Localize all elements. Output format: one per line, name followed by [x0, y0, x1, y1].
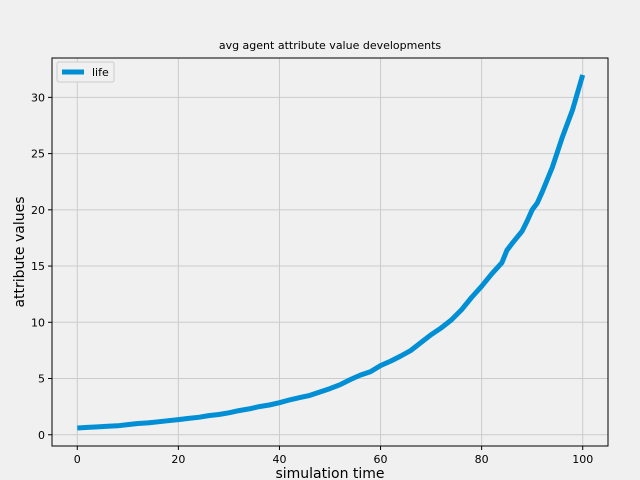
x-axis-title: simulation time: [275, 466, 384, 480]
y-tick-label: 0: [38, 429, 45, 442]
series-line-life: [77, 74, 586, 431]
y-axis-title: attribute values: [12, 196, 28, 307]
y-tick-label: 15: [31, 260, 45, 273]
plot-area-background: [52, 58, 608, 446]
y-axis: 0 5 10 15 20 25 30: [31, 91, 52, 442]
x-tick-label: 0: [74, 453, 81, 466]
x-axis: 0 20 40 60 80 100: [74, 446, 593, 466]
x-tick-label: 80: [475, 453, 489, 466]
x-gridlines: [76, 58, 584, 446]
x-tick-label: 20: [171, 453, 185, 466]
y-tick-label: 25: [31, 148, 45, 161]
x-tick-label: 100: [572, 453, 593, 466]
legend-label-life: life: [92, 66, 109, 79]
y-tick-label: 20: [31, 204, 45, 217]
y-tick-label: 10: [31, 316, 45, 329]
x-tick-label: 60: [374, 453, 388, 466]
chart-title: avg agent attribute value developments: [219, 39, 442, 52]
legend: life: [56, 61, 115, 83]
y-tick-label: 5: [38, 373, 45, 386]
legend-box: [56, 61, 115, 83]
y-tick-label: 30: [31, 91, 45, 104]
plot-frame: [51, 57, 609, 447]
x-tick-label: 40: [272, 453, 286, 466]
series-layer: [77, 74, 586, 431]
y-gridlines: [52, 96, 608, 436]
